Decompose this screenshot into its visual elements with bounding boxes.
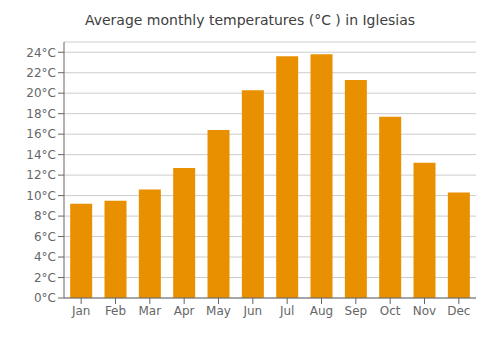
svg-text:Nov: Nov — [413, 304, 436, 318]
svg-text:Feb: Feb — [105, 304, 126, 318]
svg-text:0°C: 0°C — [34, 291, 56, 305]
svg-text:8°C: 8°C — [34, 209, 56, 223]
svg-text:16°C: 16°C — [26, 127, 56, 141]
svg-text:10°C: 10°C — [26, 189, 56, 203]
svg-text:12°C: 12°C — [26, 168, 56, 182]
svg-text:Jun: Jun — [242, 304, 262, 318]
svg-text:18°C: 18°C — [26, 107, 56, 121]
svg-text:2°C: 2°C — [34, 271, 56, 285]
svg-text:Oct: Oct — [380, 304, 401, 318]
html-text:Average monthly temperatures (: Average monthly temperatures (°C ) in Ig… — [84, 12, 416, 28]
svg-text:Sep: Sep — [345, 304, 368, 318]
svg-text:Mar: Mar — [139, 304, 162, 318]
svg-text:14°C: 14°C — [26, 148, 56, 162]
svg-text:22°C: 22°C — [26, 66, 56, 80]
svg-text:Apr: Apr — [174, 304, 195, 318]
svg-text:20°C: 20°C — [26, 86, 56, 100]
svg-text:Aug: Aug — [310, 304, 333, 318]
svg-text:24°C: 24°C — [26, 46, 56, 60]
svg-text:6°C: 6°C — [34, 230, 56, 244]
svg-text:4°C: 4°C — [34, 250, 56, 264]
svg-text:May: May — [206, 304, 231, 318]
svg-text:Jul: Jul — [279, 304, 294, 318]
svg-text:Jan: Jan — [71, 304, 91, 318]
svg-text:Dec: Dec — [447, 304, 470, 318]
